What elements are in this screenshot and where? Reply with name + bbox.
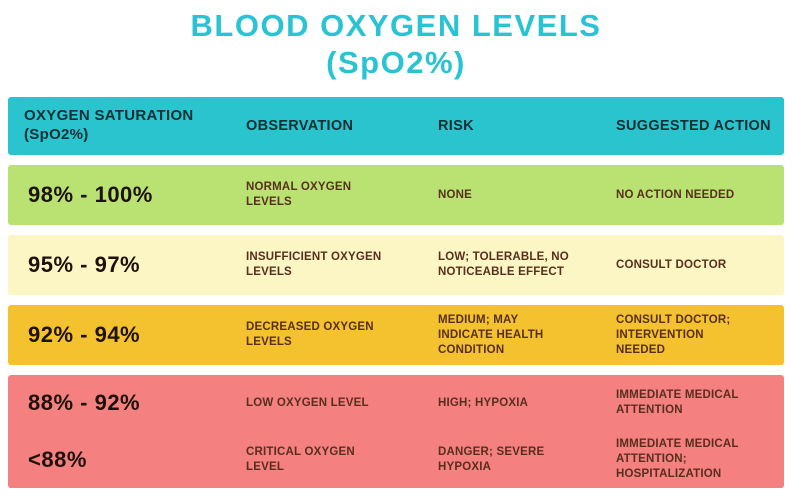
table-row: 95% - 97% INSUFFICIENT OXYGEN LEVELS LOW… <box>8 235 784 296</box>
spo2-table: OXYGEN SATURATION (SpO2%) OBSERVATION RI… <box>8 97 784 488</box>
table-row: <88% CRITICAL OXYGEN LEVEL DANGER; SEVER… <box>8 431 784 488</box>
table-row: 98% - 100% NORMAL OXYGEN LEVELS NONE NO … <box>8 165 784 226</box>
page-title-line1: BLOOD OXYGEN LEVELS <box>190 8 602 43</box>
cell-saturation: 95% - 97% <box>28 252 141 278</box>
cell-observation: INSUFFICIENT OXYGEN LEVELS <box>246 251 382 279</box>
critical-rows-group: 88% - 92% LOW OXYGEN LEVEL HIGH; HYPOXIA… <box>8 375 784 488</box>
cell-action: CONSULT DOCTOR <box>616 258 727 271</box>
cell-action: IMMEDIATE MEDICAL ATTENTION; HOSPITALIZA… <box>616 438 739 481</box>
page-title-line2: (SpO2%) <box>326 44 466 80</box>
header-oxygen-saturation: OXYGEN SATURATION (SpO2%) <box>24 107 194 144</box>
cell-observation: LOW OXYGEN LEVEL <box>246 396 369 409</box>
header-suggested-action: SUGGESTED ACTION <box>616 118 771 135</box>
cell-risk: LOW; TOLERABLE, NO NOTICEABLE EFFECT <box>438 251 569 279</box>
cell-risk: DANGER; SEVERE HYPOXIA <box>438 445 545 473</box>
cell-risk: MEDIUM; MAY INDICATE HEALTH CONDITION <box>438 313 544 356</box>
cell-saturation: 98% - 100% <box>28 182 153 208</box>
cell-action: IMMEDIATE MEDICAL ATTENTION <box>616 389 739 417</box>
header-observation: OBSERVATION <box>246 118 354 135</box>
cell-action: NO ACTION NEEDED <box>616 188 735 201</box>
table-row: 92% - 94% DECREASED OXYGEN LEVELS MEDIUM… <box>8 305 784 366</box>
table-row: 88% - 92% LOW OXYGEN LEVEL HIGH; HYPOXIA… <box>8 375 784 431</box>
cell-risk: HIGH; HYPOXIA <box>438 396 529 409</box>
cell-observation: DECREASED OXYGEN LEVELS <box>246 321 374 349</box>
cell-action: CONSULT DOCTOR; INTERVENTION NEEDED <box>616 313 731 356</box>
cell-observation: NORMAL OXYGEN LEVELS <box>246 181 352 209</box>
table-header-row: OXYGEN SATURATION (SpO2%) OBSERVATION RI… <box>8 97 784 156</box>
cell-risk: NONE <box>438 188 473 201</box>
cell-observation: CRITICAL OXYGEN LEVEL <box>246 445 355 473</box>
cell-saturation: <88% <box>28 446 87 472</box>
page-title: BLOOD OXYGEN LEVELS (SpO2%) <box>0 0 792 81</box>
cell-saturation: 88% - 92% <box>28 390 141 416</box>
cell-saturation: 92% - 94% <box>28 322 141 348</box>
header-risk: RISK <box>438 118 474 135</box>
